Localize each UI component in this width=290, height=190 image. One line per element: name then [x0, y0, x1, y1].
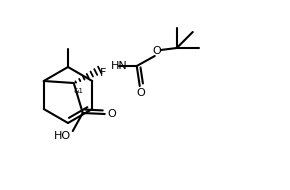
Text: HO: HO [54, 131, 71, 141]
Text: O: O [152, 46, 161, 56]
Text: O: O [107, 109, 116, 119]
Text: &1: &1 [74, 88, 84, 94]
Text: HN: HN [111, 61, 128, 71]
Text: F: F [100, 68, 106, 78]
Text: O: O [136, 88, 145, 98]
